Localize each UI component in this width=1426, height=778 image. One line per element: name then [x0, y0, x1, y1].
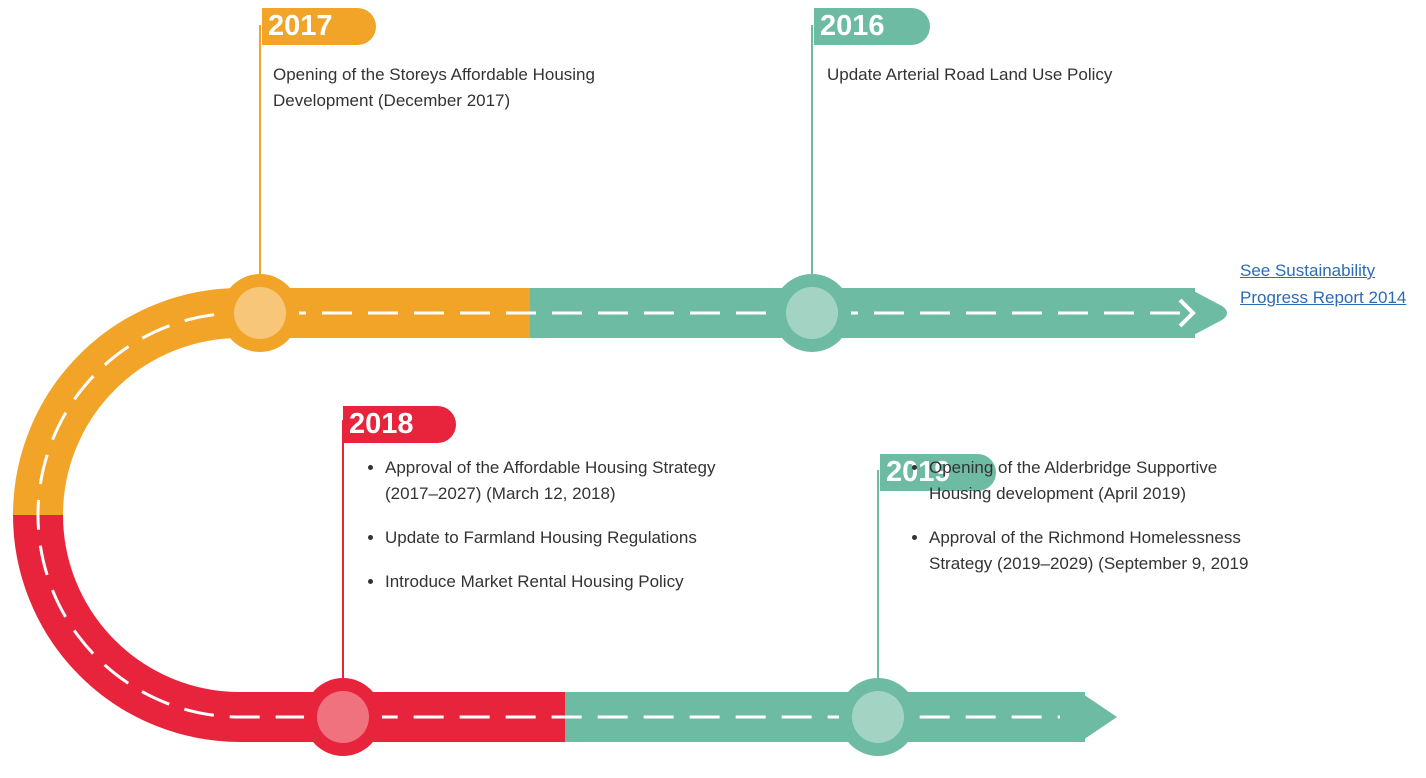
list-item: Update to Farmland Housing Regulations	[385, 525, 738, 551]
milestone-list: Opening of the Alderbridge Supportive Ho…	[902, 455, 1282, 595]
arrow-head	[1188, 288, 1227, 338]
year-badge: 2016	[814, 8, 930, 45]
list-item: Approval of the Affordable Housing Strat…	[385, 455, 725, 507]
milestone-text: Update Arterial Road Land Use Policy	[827, 65, 1113, 84]
arrow-mark	[1178, 298, 1196, 328]
node-inner	[852, 691, 904, 743]
arrow-head	[1080, 692, 1117, 742]
year-badge: 2018	[343, 406, 456, 443]
list-item: Introduce Market Rental Housing Policy	[385, 569, 738, 595]
list-item: Opening of the Alderbridge Supportive Ho…	[929, 455, 1259, 507]
year-badge: 2019	[880, 454, 996, 491]
dash-line	[36, 311, 1180, 719]
milestone-text: Opening of the Storeys Affordable Housin…	[273, 65, 595, 110]
year-badge: 2017	[262, 8, 376, 45]
node-inner	[317, 691, 369, 743]
milestone-list: Approval of the Affordable Housing Strat…	[358, 455, 738, 613]
report-link[interactable]: See Sustainability Progress Report 2014	[1240, 261, 1407, 307]
list-item: Approval of the Richmond Homelessness St…	[929, 525, 1274, 577]
node-inner	[786, 287, 838, 339]
node-inner	[234, 287, 286, 339]
